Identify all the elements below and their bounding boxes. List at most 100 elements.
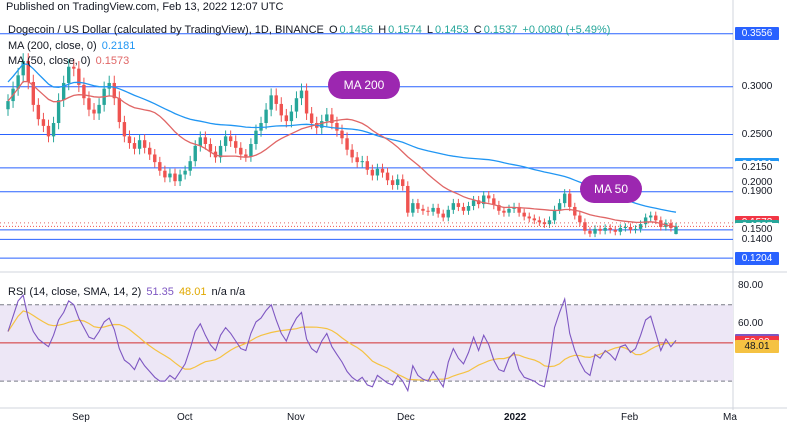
candle-body bbox=[578, 215, 582, 223]
candle-body bbox=[481, 195, 486, 205]
ohlc-high: 0.1574 bbox=[388, 24, 422, 36]
candle-body bbox=[26, 61, 30, 82]
candle-body bbox=[330, 114, 334, 124]
candle-body bbox=[234, 141, 238, 148]
candle-body bbox=[497, 205, 501, 211]
candle-body bbox=[249, 144, 253, 157]
ohlc-c-label: C bbox=[473, 24, 482, 36]
candle-body bbox=[183, 170, 187, 175]
candle-body bbox=[385, 172, 390, 181]
candle-body bbox=[335, 123, 339, 131]
ohlc-low: 0.1453 bbox=[435, 24, 469, 36]
symbol-legend: Dogecoin / US Dollar (calculated by Trad… bbox=[8, 24, 612, 36]
ma50-line bbox=[7, 80, 677, 228]
candle-body bbox=[380, 168, 385, 173]
candle-body bbox=[573, 206, 577, 216]
ohlc-close: 0.1537 bbox=[483, 24, 518, 36]
candle-body bbox=[223, 136, 228, 146]
candle-body bbox=[552, 209, 557, 221]
candle-body bbox=[92, 109, 96, 114]
candle-body bbox=[31, 82, 36, 105]
candle-body bbox=[603, 227, 607, 231]
candle-body bbox=[547, 220, 552, 225]
candle-body bbox=[633, 228, 638, 230]
candle-body bbox=[107, 82, 111, 89]
candle-body bbox=[466, 206, 471, 211]
candle-body bbox=[299, 90, 304, 99]
candle-body bbox=[613, 229, 617, 232]
candle-body bbox=[593, 228, 597, 234]
candle-body bbox=[21, 61, 25, 76]
candle-body bbox=[426, 210, 430, 212]
candle-body bbox=[173, 173, 177, 182]
candle-body bbox=[502, 210, 506, 213]
time-tick-label: Ma bbox=[723, 412, 737, 423]
ohlc-l-label: L bbox=[426, 24, 434, 36]
candle-body bbox=[208, 144, 213, 152]
price-tag: 0.1400 bbox=[735, 232, 779, 246]
candle-body bbox=[294, 98, 299, 112]
price-tag: 0.3000 bbox=[735, 80, 779, 94]
rsi-sma-value: 48.01 bbox=[178, 286, 207, 298]
candle-body bbox=[325, 114, 329, 122]
candle-body bbox=[390, 180, 395, 186]
candle-body bbox=[436, 207, 440, 214]
candle-body bbox=[608, 227, 612, 230]
candle-body bbox=[431, 207, 435, 212]
candle-body bbox=[568, 193, 572, 207]
candle-body bbox=[618, 227, 623, 232]
candle-body bbox=[137, 140, 142, 149]
candle-body bbox=[117, 98, 122, 123]
candle-body bbox=[507, 208, 511, 213]
candle-body bbox=[51, 123, 56, 137]
candle-body bbox=[163, 170, 167, 178]
candle-body bbox=[320, 121, 324, 128]
candle-body bbox=[16, 75, 20, 89]
ohlc-o-label: O bbox=[328, 24, 338, 36]
candle-body bbox=[168, 173, 172, 178]
candle-body bbox=[340, 130, 344, 139]
time-tick-label: Dec bbox=[397, 412, 415, 423]
candle-body bbox=[562, 193, 567, 204]
published-line: Published on TradingView.com, Feb 13, 20… bbox=[6, 1, 284, 13]
candle-body bbox=[411, 203, 415, 213]
time-tick-label: 2022 bbox=[504, 412, 527, 423]
candle-body bbox=[36, 104, 41, 120]
candle-body bbox=[127, 136, 132, 144]
candle-body bbox=[476, 200, 481, 205]
candle-body bbox=[451, 203, 456, 210]
candle-body bbox=[643, 217, 648, 225]
candle-body bbox=[72, 66, 76, 69]
price-tag: 0.2150 bbox=[735, 161, 779, 175]
candle-body bbox=[122, 122, 127, 137]
rsi-na: n/a n/a bbox=[211, 286, 246, 298]
candle-body bbox=[6, 101, 10, 110]
candle-body bbox=[365, 161, 370, 170]
candle-body bbox=[269, 95, 273, 110]
candle-body bbox=[557, 203, 562, 210]
ohlc-change: +0.0080 (+5.49%) bbox=[522, 24, 611, 36]
candle-body bbox=[178, 174, 182, 182]
candle-body bbox=[674, 226, 678, 235]
candle-body bbox=[304, 90, 309, 114]
candle-body bbox=[461, 206, 466, 211]
rsi-tag: 48.01 bbox=[735, 340, 779, 354]
candle-body bbox=[527, 216, 531, 219]
candle-body bbox=[264, 109, 268, 124]
candle-body bbox=[446, 209, 450, 218]
candle-body bbox=[370, 169, 375, 176]
candle-body bbox=[421, 208, 425, 211]
candle-body bbox=[588, 230, 592, 234]
candle-body bbox=[142, 140, 147, 148]
candle-body bbox=[82, 84, 86, 99]
candle-body bbox=[628, 226, 633, 230]
rsi-sma-line bbox=[7, 310, 677, 381]
candle-body bbox=[401, 179, 405, 186]
ma50-value: 0.1573 bbox=[95, 55, 130, 67]
price-tag: 0.2500 bbox=[735, 127, 779, 141]
candle-body bbox=[487, 195, 491, 199]
candle-body bbox=[522, 212, 526, 217]
ma200-label: MA (200, close, 0) bbox=[8, 40, 97, 52]
candle-body bbox=[203, 137, 208, 144]
